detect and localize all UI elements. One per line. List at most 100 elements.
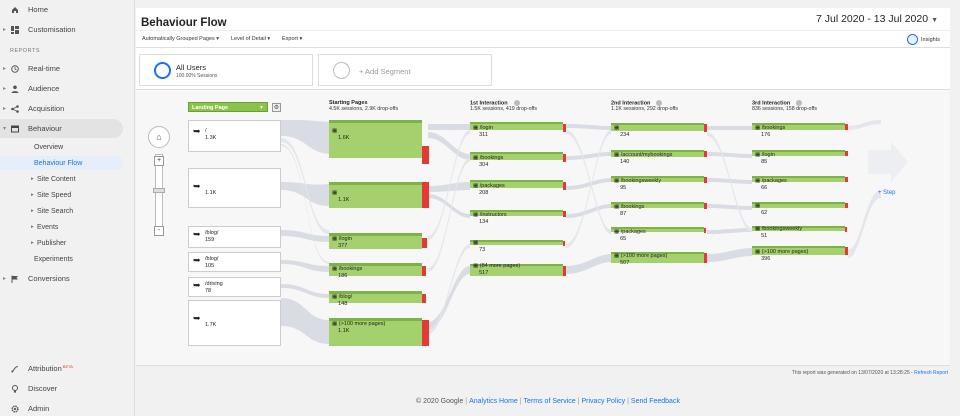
interaction-node[interactable]: ▦ /account/mybookings 140 <box>614 152 673 165</box>
node-name: /bookingsweekly <box>761 226 803 232</box>
dimension-select[interactable]: Landing Page ▼ <box>188 102 268 112</box>
interaction-node[interactable]: ▦ /bookings 304 <box>473 155 504 168</box>
nav-behaviour-flow[interactable]: Behaviour Flow <box>0 156 123 170</box>
terms-link[interactable]: Terms of Service <box>523 398 576 405</box>
interaction-node[interactable]: ▦ /packages 208 <box>473 183 505 196</box>
node-value: 87 <box>620 210 627 217</box>
nav-attribution[interactable]: AttributionBETA <box>0 359 123 378</box>
gear-icon <box>11 404 19 413</box>
privacy-link[interactable]: Privacy Policy <box>581 398 626 405</box>
caret-right-icon: ▸ <box>3 27 7 33</box>
interaction-node[interactable]: ▦ 62 <box>755 203 768 216</box>
send-feedback-link[interactable]: Send Feedback <box>630 398 680 405</box>
starting-node[interactable]: ▦ /login 377 <box>332 236 352 249</box>
insights-label: Insights <box>921 36 940 43</box>
nav-customisation[interactable]: ▸ Customisation <box>0 20 123 39</box>
interaction-node[interactable]: ▦ /packages 65 <box>614 229 646 242</box>
nav-behaviour-flow-label: Behaviour Flow <box>34 159 83 167</box>
interaction-node[interactable]: ▦ /bookings 176 <box>755 125 786 138</box>
interaction-node[interactable]: ▦ (>100 more pages) 507 <box>614 253 668 266</box>
source-node[interactable]: ➥ /1.3K <box>188 120 281 152</box>
starting-node[interactable]: ▦ 1.6K <box>332 128 350 141</box>
entrance-arrow-icon: ➥ <box>193 181 201 191</box>
level-of-detail-dropdown[interactable]: Level of Detail ▾ <box>231 36 270 42</box>
zoom-in-button[interactable]: + <box>154 156 164 166</box>
node-value: 1.1K <box>205 189 217 196</box>
remove-step-icon[interactable] <box>513 100 520 106</box>
interaction-node[interactable]: ▦ /bookingsweekly 95 <box>614 178 662 191</box>
node-value: 1.1K <box>338 196 350 203</box>
nav-audience[interactable]: ▸ Audience <box>0 79 123 98</box>
remove-step-icon[interactable] <box>656 100 663 106</box>
column-title: 2nd Interaction <box>611 100 678 106</box>
node-value: 311 <box>479 131 488 138</box>
starting-node[interactable]: ▦ /bookings 186 <box>332 266 363 279</box>
zoom-slider-handle[interactable] <box>153 188 165 193</box>
level-of-detail-label: Level of Detail <box>231 36 266 42</box>
node-label: /blog/159 <box>205 230 218 243</box>
home-navigation-icon[interactable]: ⌂ <box>148 126 170 148</box>
interaction-node[interactable]: ▦ /instructors 134 <box>473 212 507 225</box>
zoom-track[interactable] <box>155 154 163 234</box>
source-node[interactable]: ➥ /blog/159 <box>188 226 281 248</box>
interaction-node[interactable]: ▦ /bookings 87 <box>614 204 645 217</box>
interaction-node[interactable]: ▦ /packages 66 <box>755 178 787 191</box>
starting-node[interactable]: ▦ (>100 more pages) 1.1K <box>332 321 386 334</box>
caret-right-icon: ▸ <box>31 192 34 198</box>
nav-site-search[interactable]: ▸ Site Search <box>0 204 123 218</box>
source-node[interactable]: ➥ 1.7K <box>188 300 281 346</box>
nav-site-speed[interactable]: ▸ Site Speed <box>0 188 123 202</box>
analytics-home-link[interactable]: Analytics Home <box>469 398 518 405</box>
nav-publisher[interactable]: ▸ Publisher <box>0 236 123 250</box>
nav-home[interactable]: Home <box>0 0 123 19</box>
insights-button[interactable]: Insights <box>907 34 940 45</box>
node-value: 159 <box>205 236 215 243</box>
nav-discover[interactable]: Discover <box>0 379 123 398</box>
node-name: (>100 more pages) <box>761 249 809 255</box>
zoom-out-button[interactable]: - <box>154 226 164 236</box>
starting-node[interactable]: ▦ /blog/ 148 <box>332 294 353 307</box>
grouped-pages-dropdown[interactable]: Automatically Grouped Pages ▾ <box>142 36 219 42</box>
node-value: 134 <box>479 218 489 225</box>
nav-realtime[interactable]: ▸ Real-time <box>0 59 123 78</box>
source-node[interactable]: ➥ /blog/105 <box>188 252 281 272</box>
node-value: 304 <box>479 161 489 168</box>
node-name: /bookingsweekly <box>620 178 662 184</box>
node-value: 234 <box>620 131 630 138</box>
column-header-starting: Starting Pages 4.5K sessions, 2.9K drop-o… <box>329 100 398 112</box>
interaction-node[interactable]: ▦ /login 85 <box>755 152 775 165</box>
segment-all-users[interactable]: All Users 100.00% Sessions <box>139 54 313 86</box>
node-name: /login <box>761 152 775 158</box>
nav-behaviour[interactable]: ▾ Behaviour <box>0 119 123 138</box>
add-segment-button[interactable]: + Add Segment <box>318 54 492 86</box>
nav-discover-label: Discover <box>28 384 58 393</box>
interaction-node[interactable]: ▦ /login 311 <box>473 125 493 138</box>
nav-behaviour-overview[interactable]: Overview <box>0 140 123 154</box>
node-name: /bookings <box>620 204 645 210</box>
interaction-node[interactable]: ▦ 234 <box>614 125 630 138</box>
node-name: /bookings <box>338 266 363 272</box>
nav-experiments[interactable]: Experiments <box>0 252 123 266</box>
node-label: /blog/105 <box>205 256 218 269</box>
nav-acquisition[interactable]: ▸ Acquisition <box>0 99 123 118</box>
starting-node[interactable]: ▦ 1.1K <box>332 190 350 203</box>
export-dropdown[interactable]: Export ▾ <box>282 36 302 42</box>
interaction-node[interactable]: ▦ (>100 more pages) 396 <box>755 249 809 262</box>
refresh-report-link[interactable]: Refresh Report <box>914 370 948 376</box>
interaction-node[interactable]: ▦ 73 <box>473 240 486 253</box>
date-range-picker[interactable]: 7 Jul 2020 - 13 Jul 2020 ▼ <box>816 13 938 25</box>
insights-icon <box>907 34 919 45</box>
nav-conversions[interactable]: ▸ Conversions <box>0 269 123 288</box>
interaction-node[interactable]: ▦ (84 more pages) 517 <box>473 263 521 276</box>
source-node[interactable]: ➥ /driving 78 <box>188 277 281 297</box>
interaction-node[interactable]: ▦ /bookingsweekly 51 <box>755 226 803 239</box>
nav-admin[interactable]: Admin <box>0 399 123 416</box>
node-value: 78 <box>205 287 212 294</box>
nav-site-content[interactable]: ▸ Site Content <box>0 172 123 186</box>
source-node[interactable]: ➥ 1.1K <box>188 168 281 208</box>
node-value: 73 <box>479 246 486 253</box>
gear-icon[interactable]: ⚙ <box>272 103 281 112</box>
nav-events[interactable]: ▸ Events <box>0 220 123 234</box>
remove-step-icon[interactable] <box>796 100 803 106</box>
export-label: Export <box>282 36 298 42</box>
